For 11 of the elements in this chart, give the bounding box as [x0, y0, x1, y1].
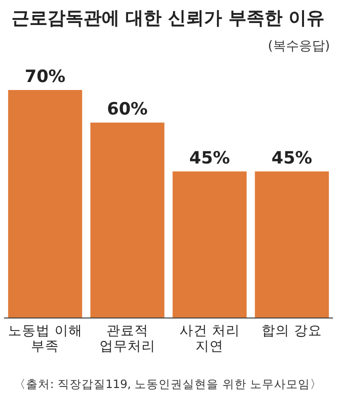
- annotation: 〈출처: 직장갑질119, 노동인권실현을 위한 노무사모임〉: [14, 377, 322, 391]
- category: 합의 강요: [262, 323, 322, 339]
- category: 사건 처리 지연: [179, 323, 240, 355]
- data-label: 60%: [107, 100, 148, 120]
- data-label: 70%: [24, 67, 66, 87]
- title: 근로감독관에 대한 신뢰가 부족한 이유: [11, 8, 325, 29]
- data-label: 45%: [189, 148, 230, 168]
- subtitle: (복수응답): [268, 39, 330, 54]
- category: 관료적 업무처리: [99, 323, 156, 355]
- category: 노동법 이해 부족: [8, 323, 82, 355]
- data-label: 45%: [272, 148, 312, 168]
